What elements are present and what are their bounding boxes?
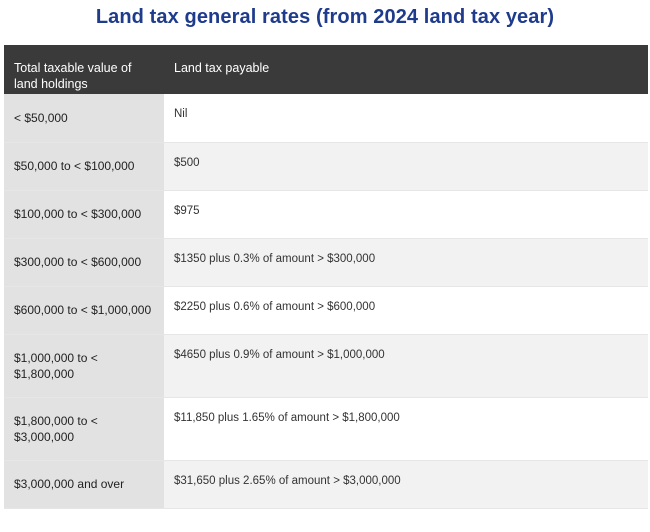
land-tax-rates-table: Total taxable value of land holdings Lan… <box>4 45 648 509</box>
land-tax-payable-cell: $11,850 plus 1.65% of amount > $1,800,00… <box>164 397 648 461</box>
table-header-row: Total taxable value of land holdings Lan… <box>4 45 648 94</box>
table-row: $100,000 to < $300,000 $975 <box>4 190 648 239</box>
table-row: < $50,000 Nil <box>4 94 648 143</box>
taxable-value-cell: $3,000,000 and over <box>4 460 164 509</box>
land-tax-payable-cell: $1350 plus 0.3% of amount > $300,000 <box>164 238 648 287</box>
land-tax-payable-cell: $2250 plus 0.6% of amount > $600,000 <box>164 286 648 335</box>
land-tax-payable-cell: $31,650 plus 2.65% of amount > $3,000,00… <box>164 460 648 509</box>
page-title: Land tax general rates (from 2024 land t… <box>95 6 555 28</box>
table-row: $50,000 to < $100,000 $500 <box>4 142 648 191</box>
land-tax-payable-cell: Nil <box>164 94 648 143</box>
taxable-value-cell: < $50,000 <box>4 94 164 143</box>
taxable-value-cell: $1,000,000 to < $1,800,000 <box>4 334 164 398</box>
table-row: $1,000,000 to < $1,800,000 $4650 plus 0.… <box>4 334 648 398</box>
table-row: $600,000 to < $1,000,000 $2250 plus 0.6%… <box>4 286 648 335</box>
taxable-value-cell: $300,000 to < $600,000 <box>4 238 164 287</box>
table-row: $3,000,000 and over $31,650 plus 2.65% o… <box>4 460 648 509</box>
table-row: $300,000 to < $600,000 $1350 plus 0.3% o… <box>4 238 648 287</box>
land-tax-payable-cell: $975 <box>164 190 648 239</box>
taxable-value-cell: $1,800,000 to < $3,000,000 <box>4 397 164 461</box>
taxable-value-cell: $100,000 to < $300,000 <box>4 190 164 239</box>
column-header-land-tax-payable: Land tax payable <box>164 45 648 94</box>
column-header-taxable-value: Total taxable value of land holdings <box>4 45 164 94</box>
table-row: $1,800,000 to < $3,000,000 $11,850 plus … <box>4 397 648 461</box>
taxable-value-cell: $600,000 to < $1,000,000 <box>4 286 164 335</box>
land-tax-payable-cell: $500 <box>164 142 648 191</box>
taxable-value-cell: $50,000 to < $100,000 <box>4 142 164 191</box>
land-tax-payable-cell: $4650 plus 0.9% of amount > $1,000,000 <box>164 334 648 398</box>
